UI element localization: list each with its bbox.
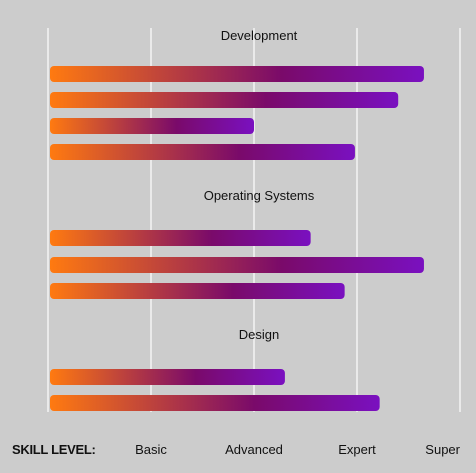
skill-bar bbox=[50, 369, 285, 385]
skill-groups: Development Operating Systems Design bbox=[50, 28, 424, 411]
tick-label: Basic bbox=[135, 442, 167, 457]
x-axis: SKILL LEVEL: Basic Advanced Expert Super bbox=[12, 442, 461, 457]
skill-bar bbox=[50, 257, 424, 273]
skill-bar bbox=[50, 92, 399, 108]
group-title: Development bbox=[221, 28, 298, 43]
skill-bar bbox=[50, 230, 311, 246]
tick-label: Super bbox=[425, 442, 460, 457]
grid-lines bbox=[47, 28, 461, 412]
skill-bar bbox=[50, 144, 355, 160]
skill-bar bbox=[50, 66, 424, 82]
skill-bar bbox=[50, 283, 345, 299]
skill-group: Development bbox=[50, 28, 424, 160]
tick-label: Expert bbox=[338, 442, 376, 457]
skill-bar bbox=[50, 118, 254, 134]
skill-bar bbox=[50, 395, 380, 411]
group-title: Operating Systems bbox=[204, 188, 315, 203]
axis-label: SKILL LEVEL: bbox=[12, 442, 96, 457]
tick-label: Advanced bbox=[225, 442, 283, 457]
group-title: Design bbox=[239, 327, 279, 342]
skill-group: Operating Systems bbox=[50, 188, 424, 299]
skill-group: Design bbox=[50, 327, 380, 411]
